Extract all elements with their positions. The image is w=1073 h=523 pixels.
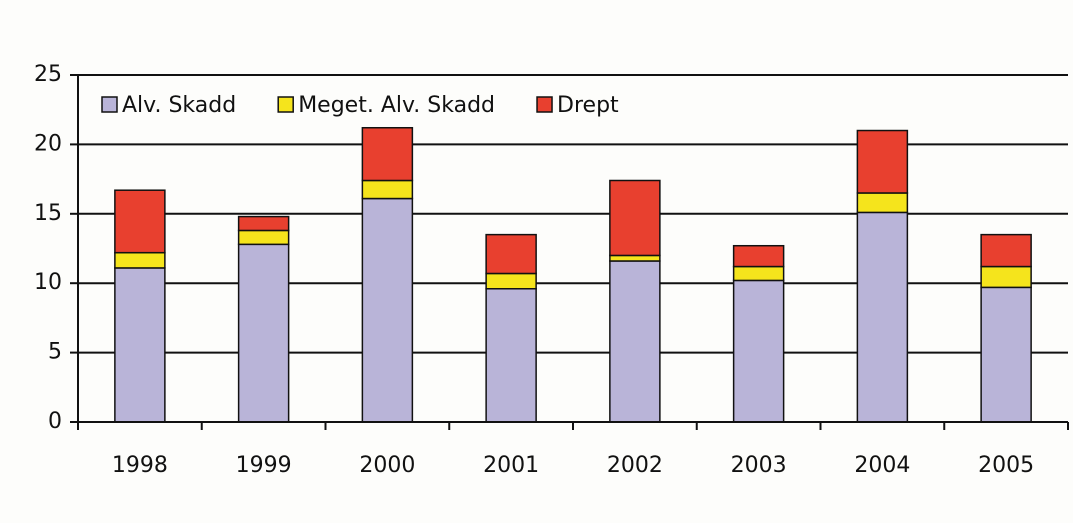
bar-segment xyxy=(237,229,290,246)
bar-segment xyxy=(732,244,785,268)
x-tick-label: 2002 xyxy=(607,453,663,478)
bar-segment xyxy=(361,197,414,423)
y-tick-label: 10 xyxy=(34,270,62,295)
bar-segment xyxy=(114,251,166,269)
bar-segment xyxy=(980,286,1032,423)
x-tick-label: 2003 xyxy=(731,453,787,478)
bar-segment xyxy=(732,265,785,282)
bar-segment xyxy=(485,288,537,423)
bar-segment xyxy=(485,233,537,275)
legend-label: Drept xyxy=(557,93,619,118)
bar-segment xyxy=(114,189,166,254)
bar-segment xyxy=(485,272,537,290)
x-tick-label: 1999 xyxy=(236,453,292,478)
y-tick-label: 20 xyxy=(34,131,62,156)
bar-segment xyxy=(609,260,661,423)
x-tick-label: 2004 xyxy=(854,453,910,478)
bar-segment xyxy=(856,211,909,423)
bar-segment xyxy=(361,179,414,200)
y-tick-label: 25 xyxy=(34,62,62,87)
bar-segment xyxy=(609,254,661,262)
bar-segment xyxy=(856,192,909,214)
bar-segment xyxy=(980,233,1032,268)
legend-swatch xyxy=(536,96,553,113)
bar-segment xyxy=(237,215,290,232)
x-tick-label: 1998 xyxy=(112,453,168,478)
y-tick-label: 0 xyxy=(48,409,62,434)
y-tick-label: 15 xyxy=(34,201,62,226)
bar-segment xyxy=(237,243,290,423)
legend-swatch xyxy=(277,96,294,113)
bar-segment xyxy=(361,126,414,182)
x-tick-label: 2000 xyxy=(359,453,415,478)
bar-segment xyxy=(609,179,661,257)
y-tick-label: 5 xyxy=(48,340,62,365)
x-tick-label: 2005 xyxy=(978,453,1034,478)
bar-segment xyxy=(114,267,166,423)
bar-segment xyxy=(856,129,909,194)
legend-label: Meget. Alv. Skadd xyxy=(298,93,495,118)
legend-swatch xyxy=(101,96,118,113)
bar-segment xyxy=(732,279,785,423)
x-tick-label: 2001 xyxy=(483,453,539,478)
bar-segment xyxy=(980,265,1032,289)
legend-label: Alv. Skadd xyxy=(122,93,236,118)
